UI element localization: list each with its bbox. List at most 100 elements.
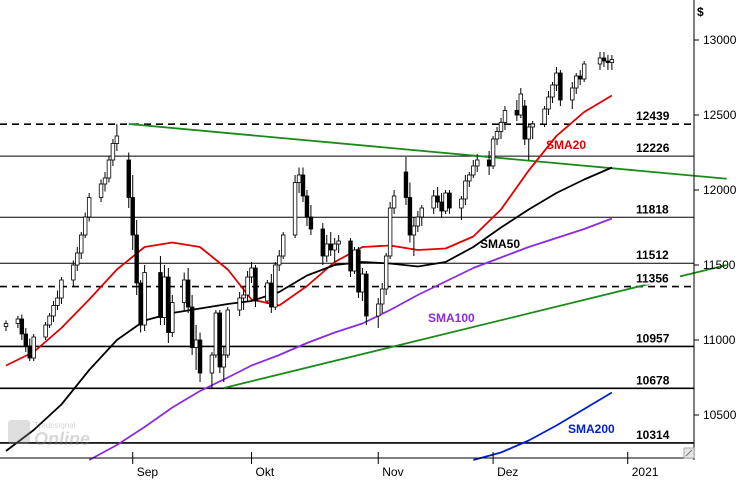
- candle-2020-12-08: [518, 88, 523, 118]
- logo-mark: [8, 420, 30, 444]
- candle-body: [542, 108, 547, 125]
- y-tick-label-11000: 11000: [703, 333, 736, 347]
- candle-body: [554, 72, 559, 86]
- candle-body: [383, 255, 389, 290]
- candle-2020-08-27: [110, 139, 116, 166]
- candle-2020-12-02: [494, 127, 500, 145]
- candle-body: [530, 123, 535, 128]
- candle-body: [320, 228, 325, 257]
- series-line-sma50: [5, 166, 613, 452]
- level-label-bg-10957: [628, 332, 680, 345]
- candle-body: [170, 302, 175, 333]
- candle-2020-08-26: [106, 155, 112, 183]
- candle-2020-10-27: [352, 247, 357, 274]
- candle-body: [328, 243, 333, 251]
- candle-body: [391, 195, 397, 209]
- level-label-bg-10678: [628, 374, 680, 387]
- candle-2020-09-25: [225, 307, 230, 358]
- candle-body: [324, 243, 329, 257]
- candle-body: [336, 240, 341, 245]
- candle-body: [435, 195, 440, 203]
- candle-2020-11-20: [447, 190, 452, 214]
- candle-2020-09-24: [221, 346, 226, 382]
- scroll-corner-icon[interactable]: [683, 447, 695, 459]
- series-label-sma100: SMA100: [428, 311, 475, 325]
- trendline-1: [128, 123, 727, 180]
- level-label-10957: 10957: [636, 331, 670, 345]
- candle-2020-11-25: [467, 172, 472, 187]
- candle-body: [3, 323, 9, 327]
- candle-2020-11-24: [463, 175, 468, 205]
- candle-2020-11-02: [376, 298, 381, 328]
- candle-2020-12-21: [570, 82, 575, 109]
- candle-2020-11-26: [471, 160, 476, 178]
- candle-2020-12-04: [502, 106, 508, 130]
- candle-body: [292, 182, 298, 236]
- candle-2020-12-14: [542, 106, 547, 127]
- moving-averages: [5, 94, 613, 461]
- candle-body: [498, 122, 504, 132]
- candle-body: [162, 276, 167, 318]
- candle-body: [277, 255, 282, 266]
- candle-2020-11-09: [403, 157, 409, 205]
- candle-body: [526, 126, 531, 140]
- candle-2020-12-11: [530, 121, 535, 139]
- level-label-11818: 11818: [636, 202, 669, 216]
- candle-body: [273, 264, 278, 308]
- candle-2020-10-02: [253, 265, 258, 307]
- candle-body: [265, 282, 270, 302]
- candle-2020-08-19: [79, 232, 84, 259]
- level-label-11512: 11512: [636, 248, 669, 262]
- candle-2020-12-16: [550, 82, 555, 103]
- level-label-10314: 10314: [636, 428, 670, 442]
- candle-body: [439, 201, 444, 212]
- candle-body: [443, 192, 448, 212]
- candle-body: [475, 159, 480, 167]
- level-label-10678: 10678: [636, 373, 670, 387]
- candle-body: [83, 216, 88, 236]
- candle-2020-11-17: [435, 187, 440, 208]
- candle-body: [166, 276, 171, 333]
- candle-2020-09-16: [189, 295, 195, 355]
- candle-2020-09-11: [170, 295, 175, 337]
- candle-2020-08-20: [83, 212, 88, 238]
- candle-body: [47, 315, 52, 326]
- candle-body: [490, 138, 496, 167]
- candle-2020-11-13: [419, 205, 424, 226]
- candle-2020-11-06: [391, 190, 397, 214]
- y-ticks: 13000 12500 12000 11500 11000 10500: [694, 33, 737, 422]
- candle-2020-12-09: [522, 100, 527, 145]
- candle-body: [138, 282, 143, 326]
- series-line-sma100: [88, 217, 613, 461]
- logo-product: Online: [34, 429, 90, 449]
- candle-body: [189, 306, 195, 348]
- candle-2020-11-23: [459, 196, 464, 220]
- candle-body: [241, 294, 246, 299]
- series-label-sma200: SMA200: [568, 422, 615, 436]
- scroll-corner-mark: [685, 449, 693, 457]
- candle-body: [185, 279, 191, 308]
- candle-2020-11-03: [379, 283, 385, 313]
- candle-body: [158, 272, 163, 318]
- candle-body: [546, 96, 551, 110]
- logo-brand: Tradesignal: [34, 421, 76, 430]
- candle-body: [431, 195, 436, 209]
- candle-2020-08-28: [114, 124, 120, 151]
- candle-body: [269, 282, 274, 308]
- candle-2020-10-14: [300, 167, 306, 202]
- candle-body: [518, 93, 523, 116]
- candle-body: [356, 249, 361, 293]
- level-labels: 12439 12226 11818 11512 11356 10957 10678 10314: [628, 109, 680, 442]
- candle-body: [102, 177, 108, 185]
- candle-body: [114, 135, 120, 144]
- candle-2020-10-26: [348, 238, 353, 277]
- horizontal-levels: [0, 123, 694, 444]
- candle-body: [447, 192, 452, 209]
- candle-2020-11-12: [415, 211, 421, 232]
- candle-body: [193, 339, 199, 348]
- candle-2020-11-11: [411, 217, 417, 256]
- candle-body: [550, 84, 555, 98]
- candle-body: [134, 234, 139, 284]
